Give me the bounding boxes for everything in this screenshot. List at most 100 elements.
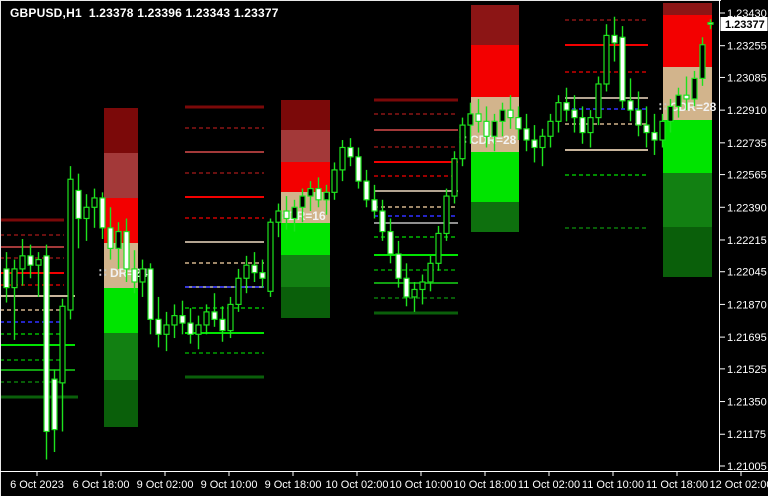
candle-bull [267, 221, 274, 292]
candle-bull [243, 264, 250, 279]
candle-bear [315, 187, 322, 201]
candle-bear [531, 139, 538, 149]
time-axis[interactable]: 6 Oct 2023 6 Oct 18:00 9 Oct 02:00 9 Oct 10… [0, 471, 768, 491]
time-tick-label: 9 Oct 10:00 [201, 479, 258, 491]
candle-bear [179, 315, 186, 324]
range-block-segment [471, 5, 519, 45]
time-tick-label: 11 Oct 10:00 [582, 479, 644, 491]
candle-bull [203, 311, 210, 326]
time-tick-label: 12 Oct 02:00 [710, 479, 768, 491]
range-label[interactable]: ∷ DR=24 [99, 266, 148, 280]
candle-bull [699, 44, 706, 79]
candle-bear [123, 230, 130, 270]
candle-bull [435, 232, 442, 264]
candle-bear [155, 318, 162, 335]
candle-bull [659, 120, 666, 141]
price-axis[interactable]: 1.234301.232551.230851.229101.227351.225… [719, 0, 768, 473]
candles [3, 16, 714, 460]
candle-bull [411, 288, 418, 298]
candle-bull [195, 324, 202, 335]
candle-bull [83, 206, 90, 220]
candle-bear [219, 318, 226, 332]
candle-bull [11, 268, 18, 289]
candle-bull [499, 109, 506, 122]
price-tick-label: 1.23085 [727, 72, 767, 84]
price-tick-label: 1.22390 [727, 202, 767, 214]
price-tick-label: 1.21525 [727, 364, 767, 376]
candle-bull [675, 94, 682, 108]
candle-bear [51, 378, 58, 431]
candle-bear [563, 102, 570, 111]
candle-bear [283, 210, 290, 220]
range-block-segment [104, 380, 138, 427]
price-tick-label: 1.21005 [727, 461, 767, 473]
candle-bull [163, 324, 170, 335]
range-block-segment [104, 333, 138, 380]
candle-bull [467, 113, 474, 126]
candle-bear [379, 210, 386, 233]
chart-symbol-title: GBPUSD,H1 1.23378 1.23396 1.23343 1.2337… [10, 6, 279, 20]
candle-bear [643, 124, 650, 134]
candle-bear [619, 36, 626, 102]
range-block-segment [281, 255, 330, 287]
range-block-segment [281, 162, 330, 192]
candle-bear [99, 197, 106, 229]
range-block-segment [663, 227, 712, 277]
candle-bear [27, 255, 34, 266]
candle-bull [323, 191, 330, 201]
candle-bull [91, 197, 98, 208]
candle-bull [451, 158, 458, 197]
candle-bull [235, 277, 242, 306]
candle-bull [595, 83, 602, 119]
current-price-badge [720, 17, 768, 31]
candle-bear [475, 113, 482, 122]
candle-bull [587, 117, 594, 134]
price-tick-label: 1.22565 [727, 170, 767, 182]
candle-bear [579, 117, 586, 134]
candle-bear [131, 268, 138, 283]
time-tick-label: 11 Oct 18:00 [646, 479, 708, 491]
price-tick-label: 1.21175 [727, 429, 766, 441]
candle-bull [339, 146, 346, 171]
time-tick-label: 11 Oct 02:00 [518, 479, 580, 491]
candle-bear [571, 109, 578, 119]
range-block-segment [281, 100, 330, 130]
candle-bear [651, 131, 658, 141]
candle-bull [459, 124, 466, 160]
time-tick-label: 10 Oct 10:00 [390, 479, 453, 491]
candle-bear [187, 322, 194, 335]
range-block-segment [471, 45, 519, 97]
candle-bear [211, 311, 218, 320]
price-axis-background [721, 0, 768, 496]
price-tick-label: 1.22910 [727, 105, 767, 117]
time-tick-label: 10 Oct 18:00 [454, 479, 517, 491]
price-tick-label: 1.23255 [727, 41, 767, 53]
candle-bull [603, 34, 610, 85]
candle-bear [395, 253, 402, 279]
candle-bull [555, 102, 562, 122]
candle-bear [43, 255, 50, 433]
range-block-segment [471, 152, 519, 202]
candle-bull [443, 195, 450, 235]
range-block-segment [104, 153, 138, 198]
candle-bull [307, 187, 314, 197]
candle-bear [147, 268, 154, 320]
candle-bull [59, 305, 66, 384]
candle-bear [627, 100, 634, 111]
candle-bear [3, 268, 10, 289]
candle-bull [691, 77, 698, 100]
price-tick-label: 1.21695 [727, 332, 767, 344]
candle-bear [507, 109, 514, 119]
range-block-segment [104, 288, 138, 333]
range-block-segment [281, 223, 330, 255]
range-label[interactable]: ∷ CDR=28 [659, 100, 717, 114]
range-block-segment [104, 108, 138, 153]
price-tick-label: 1.22735 [727, 138, 767, 150]
range-block-segment [281, 130, 330, 162]
candle-bull [427, 262, 434, 283]
candle-bull [19, 255, 26, 270]
candle-bull [291, 206, 298, 220]
level-line-cluster [185, 105, 264, 379]
